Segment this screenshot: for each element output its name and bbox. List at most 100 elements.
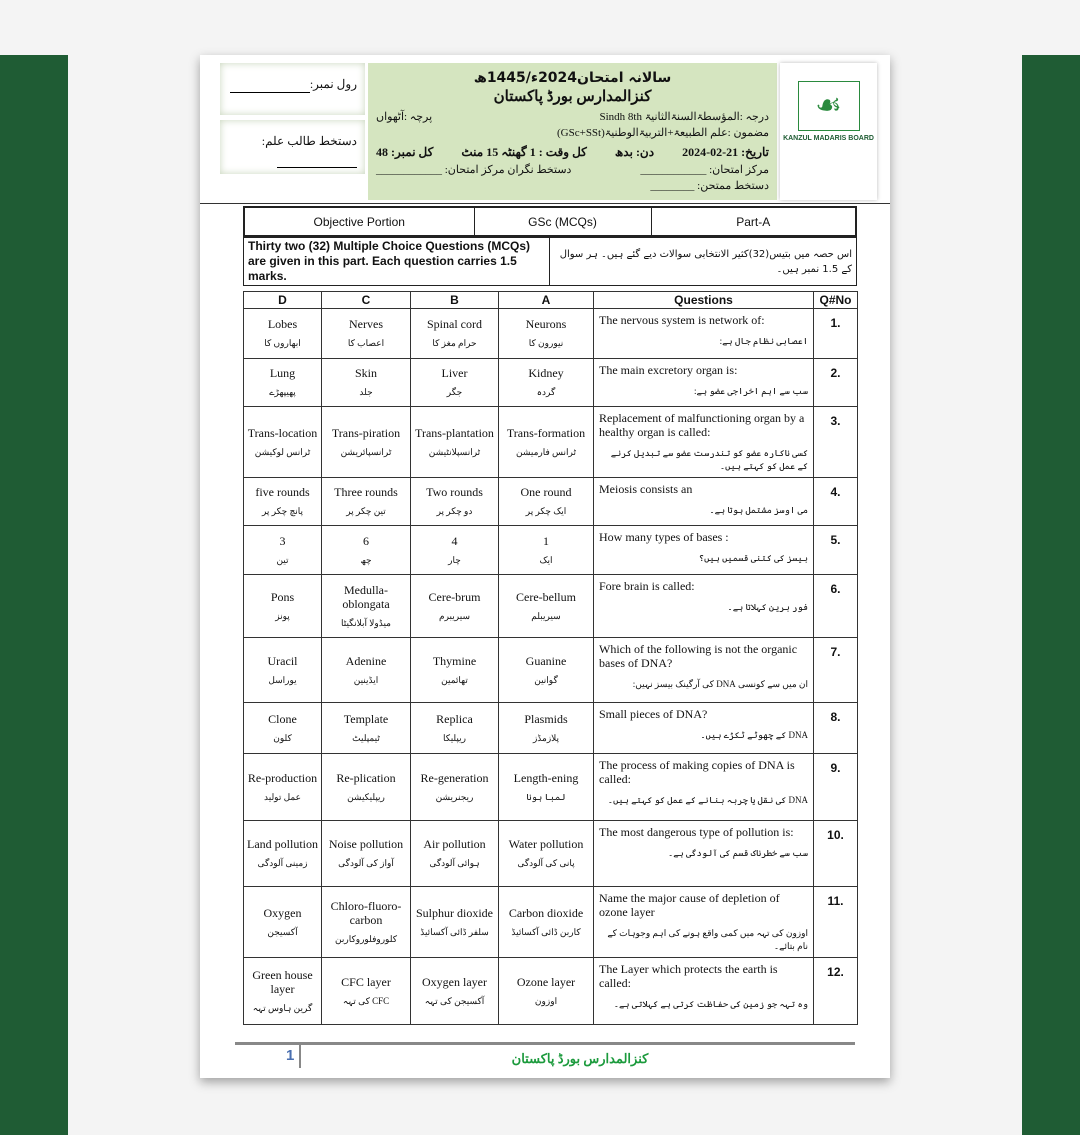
- option-text-ur: چار: [448, 554, 461, 565]
- option-text-ur: ٹرانس فارمیشن: [515, 446, 576, 457]
- question-ur: می اوسز مشتمل ہوتا ہے۔: [709, 505, 808, 515]
- question-text: The nervous system is network of: اعصابی …: [593, 308, 814, 359]
- option-text-en: Green house layer: [252, 967, 313, 996]
- option-text-ur: ابھاروں کا: [264, 338, 301, 348]
- column-header: B: [410, 291, 499, 309]
- option-d: 3 تین: [243, 525, 322, 575]
- option-b: Thymine تھائمین: [410, 637, 499, 703]
- option-text-en: Plasmids: [524, 711, 568, 726]
- option-d: Lung پھیپھڑے: [243, 358, 322, 407]
- option-d: Oxygen آکسیجن: [243, 886, 322, 958]
- option-text-ur: اوزون: [534, 995, 558, 1006]
- option-text-ur: پانچ چکر پر: [261, 506, 304, 516]
- option-text-ur: ریجنریشن: [435, 791, 474, 802]
- option-text-ur: دو چکر پر: [436, 506, 473, 516]
- question-number: 10.: [813, 820, 858, 887]
- question-text: Replacement of malfunctioning organ by a…: [593, 406, 814, 478]
- option-c: Noise pollution آواز کی آلودگی: [321, 820, 411, 887]
- option-c: Re-plication ریپلیکیشن: [321, 753, 411, 821]
- option-text-en: One round: [520, 485, 572, 499]
- option-text-ur: سلفر ڈائی آکسائیڈ: [420, 926, 489, 937]
- option-text-en: Cere-brum: [428, 589, 481, 604]
- question-text: The Layer which protects the earth is ca…: [593, 957, 814, 1025]
- question-row: Green house layer گرین ہاوس تہہ CFC layer C…: [243, 957, 858, 1025]
- part-label: Part-A: [650, 206, 857, 237]
- option-text-ur: CFC کی تہہ: [342, 995, 390, 1006]
- option-a: Water pollution پانی کی آلودگی: [498, 820, 594, 887]
- option-text-en: Chloro-fluoro-carbon: [330, 898, 402, 927]
- option-text-en: Nerves: [349, 317, 383, 331]
- option-b: Replica ریپلیکا: [410, 702, 499, 754]
- option-text-ur: نیورون کا: [528, 338, 564, 348]
- option-text-en: Oxygen layer: [422, 974, 487, 989]
- option-b: Trans-plantation ٹرانسپلانٹیشن: [410, 406, 499, 478]
- center-line: مرکز امتحان: ____________: [640, 164, 769, 176]
- option-text-en: Sulphur dioxide: [416, 905, 493, 920]
- option-text-en: Kidney: [528, 366, 564, 380]
- option-d: Trans-location ٹرانس لوکیشن: [243, 406, 322, 478]
- option-text-en: Air pollution: [423, 837, 486, 851]
- option-text-en: Two rounds: [426, 485, 483, 499]
- option-text-en: Re-production: [247, 770, 318, 785]
- option-b: Re-generation ریجنریشن: [410, 753, 499, 821]
- option-text-en: Adenine: [345, 653, 387, 668]
- question-number: 9.: [813, 753, 858, 821]
- option-a: Ozone layer اوزون: [498, 957, 594, 1025]
- option-text-ur: پانی کی آلودگی: [517, 858, 575, 868]
- option-text-ur: لمبا ہونا: [526, 791, 566, 802]
- sign-blank: [277, 156, 357, 168]
- option-c: 6 چھ: [321, 525, 411, 575]
- option-a: Guanine گوانین: [498, 637, 594, 703]
- option-text-ur: تین چکر پر: [346, 506, 386, 516]
- question-row: 3 تین 6 چھ 4 چار 1 ایک How many types of bases :…: [243, 525, 858, 575]
- option-text-en: Re-plication: [336, 770, 396, 785]
- option-text-en: Lung: [269, 366, 296, 380]
- subject-label: GSc (MCQs): [473, 206, 652, 237]
- option-b: Sulphur dioxide سلفر ڈائی آکسائیڈ: [410, 886, 499, 958]
- option-d: Land pollution زمینی آلودگی: [243, 820, 322, 887]
- option-text-ur: ٹرانسپلانٹیشن: [428, 446, 481, 457]
- option-d: Green house layer گرین ہاوس تہہ: [243, 957, 322, 1025]
- question-row: Pons پونز Medulla-oblongata میڈولا آبلانگیٹ…: [243, 574, 858, 638]
- question-text: How many types of bases : بیسز کی کتنی قس…: [593, 525, 814, 575]
- question-en: How many types of bases :: [599, 530, 729, 544]
- question-en: The Layer which protects the earth is ca…: [599, 962, 778, 990]
- question-text: Fore brain is called: فور برین کہلاتا ہے۔: [593, 574, 814, 638]
- subject-line: مضمون :علم الطبیعۃ+التربیۃالوطنیۃ(GSc+SS…: [557, 127, 769, 139]
- question-text: Meiosis consists an می اوسز مشتمل ہوتا ہے…: [593, 477, 814, 526]
- option-text-en: 3: [279, 533, 286, 548]
- question-en: Fore brain is called:: [599, 579, 695, 593]
- option-a: Carbon dioxide کاربن ڈائی آکسائیڈ: [498, 886, 594, 958]
- question-row: Re-production عمل تولید Re-plication ریپلیک…: [243, 753, 858, 821]
- question-number: 2.: [813, 358, 858, 407]
- option-d: five rounds پانچ چکر پر: [243, 477, 322, 526]
- option-a: Length-ening لمبا ہونا: [498, 753, 594, 821]
- column-header: D: [243, 291, 322, 309]
- exam-title: سالانہ امتحان2024ء/1445ھ: [473, 70, 672, 86]
- option-b: 4 چار: [410, 525, 499, 575]
- option-text-ur: آواز کی آلودگی: [338, 858, 394, 868]
- option-c: Medulla-oblongata میڈولا آبلانگیٹا: [321, 574, 411, 638]
- option-text-ur: اعصاب کا: [347, 338, 385, 348]
- option-c: Trans-piration ٹرانسپائریشن: [321, 406, 411, 478]
- question-row: Clone کلون Template ٹیمپلیٹ Replica ریپلیکا Pl…: [243, 702, 858, 754]
- question-number: 12.: [813, 957, 858, 1025]
- option-text-en: Clone: [268, 711, 297, 726]
- class-line: درجہ :المؤسطۃالسنۃالثانیۃ Sindh 8th: [599, 111, 769, 123]
- question-text: The most dangerous type of pollution is:…: [593, 820, 814, 887]
- calligraphy-logo-icon: ☙: [797, 81, 860, 131]
- option-text-en: Thymine: [432, 653, 477, 668]
- option-text-en: Template: [343, 711, 389, 726]
- question-en: Replacement of malfunctioning organ by a…: [599, 411, 805, 439]
- board-name: کنزالمدارس بورڈ پاکستان: [493, 89, 652, 105]
- instructions-ur: اس حصہ میں بتیس(32)کثیر الانتخابی سوالات…: [549, 237, 857, 286]
- day-line: دن: بدھ: [614, 145, 655, 159]
- section-table: Objective Portion GSc (MCQs) Part-A: [243, 206, 857, 237]
- option-c: Nerves اعصاب کا: [321, 308, 411, 359]
- option-text-ur: ریپلیکیشن: [347, 791, 385, 802]
- option-b: Spinal cord حرام مغز کا: [410, 308, 499, 359]
- option-d: Uracil یوراسل: [243, 637, 322, 703]
- option-d: Re-production عمل تولید: [243, 753, 322, 821]
- instructions-table: Thirty two (32) Multiple Choice Question…: [243, 237, 857, 286]
- option-text-ur: ٹرانس لوکیشن: [254, 446, 311, 457]
